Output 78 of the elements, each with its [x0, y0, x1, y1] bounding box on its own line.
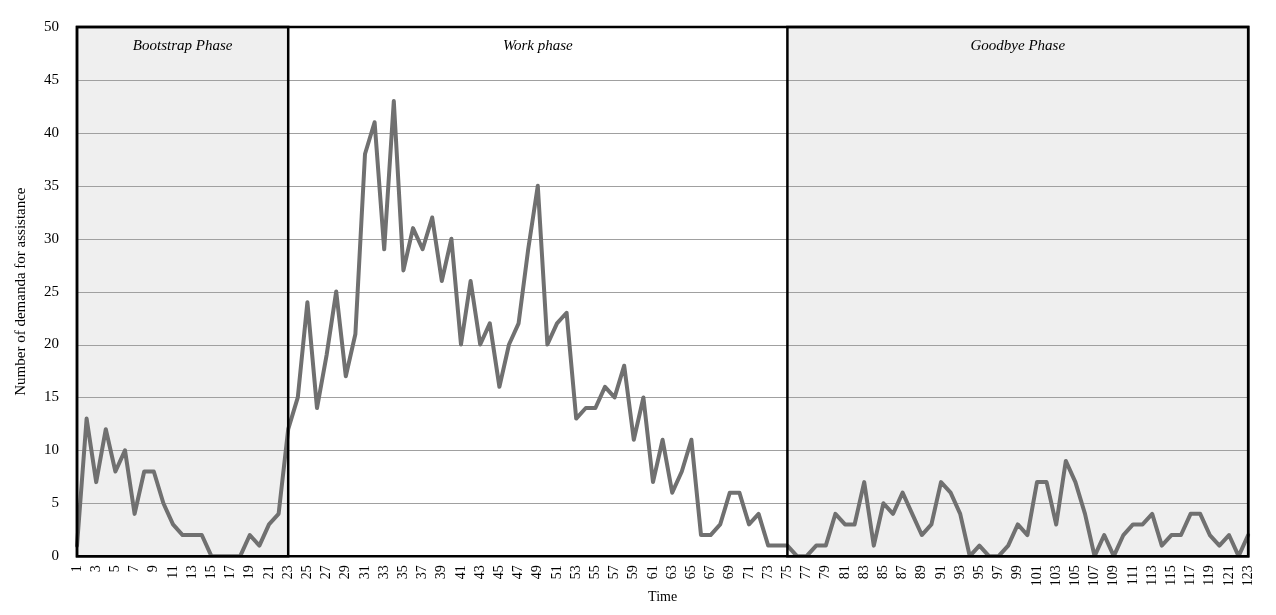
- x-tick-label: 111: [1124, 565, 1140, 586]
- x-tick-label: 85: [875, 565, 891, 580]
- x-tick-label: 95: [971, 565, 987, 580]
- y-tick-label: 20: [44, 335, 59, 352]
- x-tick-label: 77: [798, 565, 814, 580]
- x-tick-label: 79: [817, 565, 833, 580]
- x-tick-label: 53: [567, 565, 583, 580]
- y-tick-label: 25: [44, 282, 59, 299]
- x-tick-label: 63: [663, 565, 679, 580]
- x-tick-label: 55: [587, 565, 603, 580]
- x-tick-label: 29: [337, 565, 353, 580]
- x-tick-label: 49: [529, 565, 545, 580]
- x-tick-label: 83: [855, 565, 871, 580]
- x-tick-label: 1: [68, 565, 84, 573]
- x-tick-label: 37: [414, 565, 430, 580]
- x-tick-label: 5: [107, 565, 123, 573]
- annotation: Work phase: [502, 36, 574, 53]
- x-tick-label: 103: [1047, 565, 1063, 587]
- y-tick-label: 10: [44, 441, 59, 458]
- x-tick-label: 65: [683, 565, 699, 580]
- x-tick-label: 99: [1009, 565, 1025, 580]
- x-tick-label: 21: [260, 565, 276, 580]
- x-tick-label: 15: [203, 565, 219, 580]
- x-tick-label: 109: [1105, 565, 1121, 587]
- x-tick-label: 57: [606, 565, 622, 580]
- x-tick-label: 17: [222, 565, 238, 580]
- x-tick-label: 31: [356, 565, 372, 580]
- x-tick-label: 23: [279, 565, 295, 580]
- x-tick-label: 45: [491, 565, 507, 580]
- y-tick-label: 15: [44, 388, 59, 405]
- x-tick-label: 7: [126, 565, 142, 573]
- x-tick-label: 59: [625, 565, 641, 580]
- y-tick-label: 40: [44, 123, 59, 140]
- x-tick-label: 107: [1086, 565, 1102, 587]
- x-tick-label: 47: [510, 565, 526, 580]
- x-tick-label: 13: [183, 565, 199, 580]
- x-tick-label: 117: [1182, 565, 1198, 586]
- x-axis-title: Time: [648, 589, 678, 605]
- band-label: Goodbye Phase: [970, 36, 1066, 53]
- x-tick-label: 81: [836, 565, 852, 580]
- y-tick-label: 0: [51, 547, 59, 564]
- x-tick-label: 27: [318, 565, 334, 580]
- x-tick-label: 67: [702, 565, 718, 580]
- x-tick-label: 11: [164, 565, 180, 579]
- y-tick-label: 45: [44, 70, 59, 87]
- x-tick-label: 43: [471, 565, 487, 580]
- x-tick-label: 39: [433, 565, 449, 580]
- x-tick-label: 119: [1201, 565, 1217, 586]
- x-tick-label: 93: [951, 565, 967, 580]
- x-tick-label: 101: [1028, 565, 1044, 587]
- x-tick-label: 9: [145, 565, 161, 573]
- x-tick-label: 33: [375, 565, 391, 580]
- x-tick-label: 35: [395, 565, 411, 580]
- y-tick-label: 5: [51, 494, 59, 511]
- x-tick-label: 73: [759, 565, 775, 580]
- y-tick-label: 30: [44, 229, 59, 246]
- y-tick-label: 35: [44, 176, 59, 193]
- x-tick-label: 123: [1239, 565, 1255, 587]
- x-tick-label: 69: [721, 565, 737, 580]
- y-axis-title: Number of demanda for assistance: [11, 187, 28, 396]
- x-tick-label: 25: [299, 565, 315, 580]
- x-tick-label: 61: [644, 565, 660, 580]
- x-tick-label: 97: [990, 565, 1006, 580]
- x-tick-label: 121: [1220, 565, 1236, 587]
- x-tick-label: 89: [913, 565, 929, 580]
- x-tick-label: 91: [932, 565, 948, 580]
- x-tick-label: 105: [1067, 565, 1083, 587]
- x-tick-label: 41: [452, 565, 468, 580]
- x-tick-label: 19: [241, 565, 257, 580]
- x-tick-label: 113: [1143, 565, 1159, 586]
- band-label: Bootstrap Phase: [132, 36, 233, 53]
- y-tick-label: 50: [44, 17, 59, 34]
- x-tick-label: 51: [548, 565, 564, 580]
- x-tick-label: 115: [1163, 565, 1179, 586]
- x-tick-label: 75: [779, 565, 795, 580]
- x-tick-label: 71: [740, 565, 756, 580]
- x-tick-label: 87: [894, 565, 910, 580]
- x-tick-label: 3: [87, 565, 103, 573]
